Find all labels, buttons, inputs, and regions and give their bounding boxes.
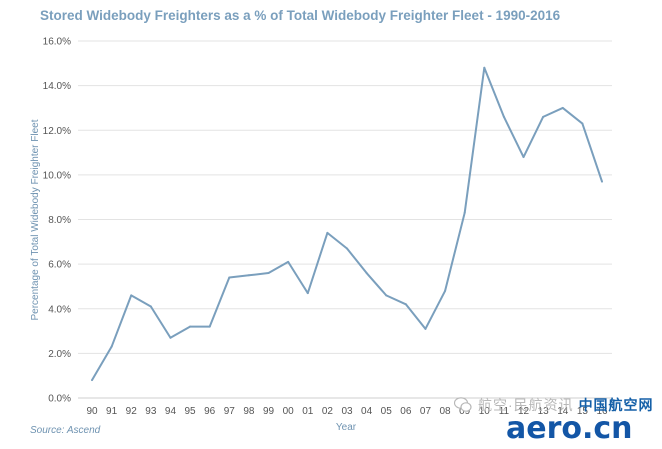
x-tick-label: 01	[302, 406, 314, 417]
x-tick-label: 04	[361, 406, 373, 417]
data-point	[542, 115, 545, 118]
data-point	[483, 66, 486, 69]
x-tick-label: 92	[126, 406, 138, 417]
x-tick-label: 97	[224, 406, 236, 417]
data-point	[463, 211, 466, 214]
x-tick-label: 02	[322, 406, 334, 417]
y-tick-label: 6.0%	[48, 260, 71, 271]
data-point	[522, 156, 525, 159]
data-point	[208, 325, 211, 328]
y-tick-label: 2.0%	[48, 349, 71, 360]
x-tick-label: 93	[145, 406, 157, 417]
x-tick-label: 05	[381, 406, 393, 417]
data-point	[385, 294, 388, 297]
x-tick-label: 13	[538, 406, 550, 417]
y-tick-label: 0.0%	[48, 394, 71, 405]
x-tick-label: 03	[341, 406, 353, 417]
series-line-group	[91, 66, 603, 382]
x-tick-labels: 9091929394959697989900010203040506070809…	[86, 406, 608, 417]
x-tick-label: 90	[86, 406, 98, 417]
data-point	[502, 115, 505, 118]
data-point	[91, 379, 93, 382]
x-tick-label: 08	[440, 406, 452, 417]
data-point	[326, 231, 329, 234]
data-point	[365, 272, 368, 275]
x-tick-label: 06	[400, 406, 412, 417]
x-tick-label: 10	[479, 406, 491, 417]
source-note: Source: Ascend	[30, 425, 101, 436]
data-point	[247, 274, 250, 277]
y-tick-label: 10.0%	[43, 170, 71, 181]
y-tick-label: 12.0%	[43, 126, 71, 137]
series-line	[91, 66, 603, 381]
data-point	[306, 292, 309, 295]
watermark-text: 航空·民航资讯 中国航空网	[478, 395, 654, 415]
chart-title: Stored Widebody Freighters as a % of Tot…	[40, 8, 561, 23]
data-point	[601, 180, 603, 183]
y-tick-label: 16.0%	[43, 37, 71, 48]
data-point	[149, 305, 152, 308]
data-point	[346, 247, 348, 250]
x-tick-label: 95	[185, 406, 197, 417]
watermark-top-text: 航空·民航资讯	[478, 397, 574, 413]
x-tick-label: 98	[243, 406, 255, 417]
data-point	[581, 122, 584, 125]
y-tick-labels: 0.0% 2.0% 4.0% 6.0% 8.0% 10.0% 12.0% 14.0% 16.0%	[43, 37, 71, 405]
data-point	[287, 260, 290, 263]
watermark-logo: aero.cn	[506, 411, 633, 446]
data-point	[228, 276, 231, 279]
x-tick-label: 11	[499, 406, 510, 417]
x-tick-label: 00	[283, 406, 295, 417]
data-point	[561, 106, 564, 109]
x-tick-label: 91	[106, 406, 118, 417]
data-point	[424, 327, 427, 330]
x-tick-label: 16	[596, 406, 608, 417]
data-point	[189, 325, 192, 328]
y-axis-title: Percentage of Total Widebody Freighter F…	[30, 119, 41, 320]
y-tick-label: 8.0%	[48, 215, 71, 226]
data-point	[444, 289, 447, 292]
data-point	[267, 272, 270, 275]
x-tick-label: 94	[165, 406, 177, 417]
wechat-icon	[454, 397, 472, 412]
data-point	[130, 294, 133, 297]
y-tick-label: 14.0%	[43, 81, 71, 92]
x-tick-label: 12	[518, 406, 530, 417]
gridlines	[78, 40, 612, 399]
x-tick-label: 14	[557, 406, 569, 417]
data-point	[169, 336, 172, 339]
watermark: 航空·民航资讯 中国航空网 aero.cn	[448, 395, 660, 447]
x-tick-label: 07	[420, 406, 432, 417]
y-tick-label: 4.0%	[48, 304, 71, 315]
x-axis-title: Year	[336, 422, 357, 433]
watermark-site-cn: 中国航空网	[578, 397, 654, 413]
x-tick-label: 15	[577, 406, 589, 417]
data-point	[110, 345, 113, 348]
x-tick-label: 96	[204, 406, 216, 417]
data-point	[404, 303, 407, 306]
x-tick-label: 99	[263, 406, 275, 417]
